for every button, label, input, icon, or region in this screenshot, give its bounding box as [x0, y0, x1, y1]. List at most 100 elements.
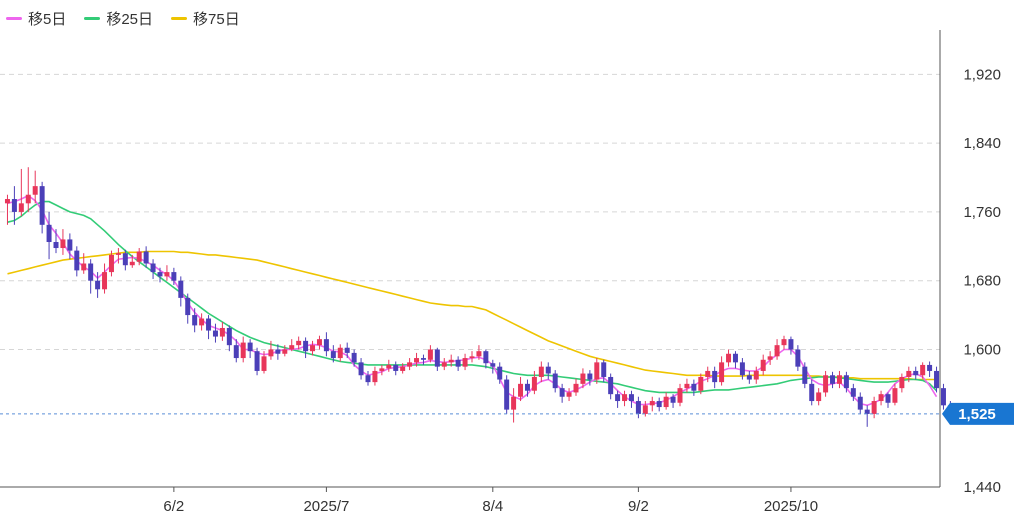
candle: [337, 344, 343, 362]
candle-body: [386, 364, 392, 369]
candle: [379, 364, 385, 376]
candle: [289, 339, 295, 352]
candle: [490, 359, 496, 374]
candle-body: [372, 370, 378, 383]
candle-body: [53, 242, 59, 249]
candle: [157, 267, 163, 283]
candle: [580, 368, 586, 389]
candle: [830, 371, 836, 389]
candle: [115, 248, 121, 264]
legend-ma25[interactable]: 移25日: [84, 8, 153, 29]
y-tick-label: 1,440: [963, 479, 1001, 496]
candle-body: [206, 318, 212, 331]
candle: [240, 336, 246, 363]
candle-body: [642, 405, 648, 414]
candle: [649, 396, 655, 412]
candle-body: [573, 383, 579, 393]
candle: [212, 323, 218, 343]
candle-body: [379, 368, 385, 371]
candle: [420, 354, 426, 365]
candle-body: [46, 224, 52, 243]
candle-body: [663, 396, 669, 408]
candle-body: [414, 358, 420, 363]
candle-body: [802, 366, 808, 384]
legend-ma5[interactable]: 移5日: [6, 8, 66, 29]
candle: [628, 390, 634, 408]
candle: [282, 345, 288, 357]
candle: [566, 388, 572, 402]
candle: [739, 358, 745, 380]
candle-body: [462, 358, 468, 367]
candle: [927, 361, 933, 377]
candle: [524, 379, 530, 397]
candle: [913, 366, 919, 380]
candle: [677, 383, 683, 407]
current-price-badge: [942, 402, 1014, 425]
candle-body: [81, 263, 87, 271]
candle: [497, 362, 503, 384]
candle: [25, 167, 31, 212]
candle-body: [102, 272, 108, 290]
candle: [920, 362, 926, 379]
candle: [88, 259, 94, 294]
candle: [476, 345, 482, 360]
candle: [143, 246, 149, 268]
candle: [601, 359, 607, 383]
candle: [296, 336, 302, 350]
candle: [788, 336, 794, 355]
candle: [358, 358, 364, 380]
candle-body: [497, 366, 503, 380]
candle-body: [649, 401, 655, 406]
candle-body: [927, 364, 933, 371]
candle: [809, 379, 815, 406]
candle-body: [226, 327, 232, 346]
candle: [892, 383, 898, 406]
candle-body: [781, 339, 787, 346]
candle-body: [122, 253, 128, 266]
candle-body: [74, 250, 80, 271]
candle-body: [185, 297, 191, 316]
candle: [39, 181, 45, 234]
candle-body: [150, 263, 156, 273]
candle: [4, 194, 10, 225]
candle: [691, 379, 697, 396]
candle-body: [566, 392, 572, 397]
candle: [303, 337, 309, 359]
candle-body: [823, 375, 829, 393]
candle: [753, 366, 759, 384]
candle-body: [199, 318, 205, 326]
x-tick-label: 6/2: [163, 498, 184, 515]
candle-body: [420, 358, 426, 360]
y-tick-label: 1,600: [963, 341, 1001, 358]
candle: [823, 370, 829, 397]
candle: [164, 265, 170, 281]
candle: [46, 211, 52, 260]
candle: [434, 347, 440, 371]
candle-body: [240, 342, 246, 359]
candle: [518, 376, 524, 402]
candle: [538, 361, 544, 383]
legend-ma75-label: 移75日: [193, 11, 240, 28]
candle: [455, 356, 461, 371]
candle: [11, 186, 17, 225]
legend-ma75-swatch: [171, 17, 188, 20]
candle: [400, 363, 406, 374]
candle-body: [712, 370, 718, 383]
candle: [511, 388, 517, 423]
candle-body: [850, 388, 856, 397]
ma75-line: [7, 250, 937, 381]
legend-ma75[interactable]: 移75日: [171, 8, 240, 29]
candle: [441, 358, 447, 371]
candle: [95, 272, 101, 298]
axes: 1,920 1,840 1,760 1,680 1,600 1,440 6/2 2025/7 8…: [0, 30, 1001, 515]
candle-body: [913, 370, 919, 376]
candle-body: [296, 340, 302, 346]
candle: [719, 356, 725, 386]
candle: [642, 401, 648, 417]
candles: [4, 167, 953, 427]
candle-body: [753, 370, 759, 380]
candle-body: [316, 339, 322, 346]
candle: [594, 358, 600, 384]
